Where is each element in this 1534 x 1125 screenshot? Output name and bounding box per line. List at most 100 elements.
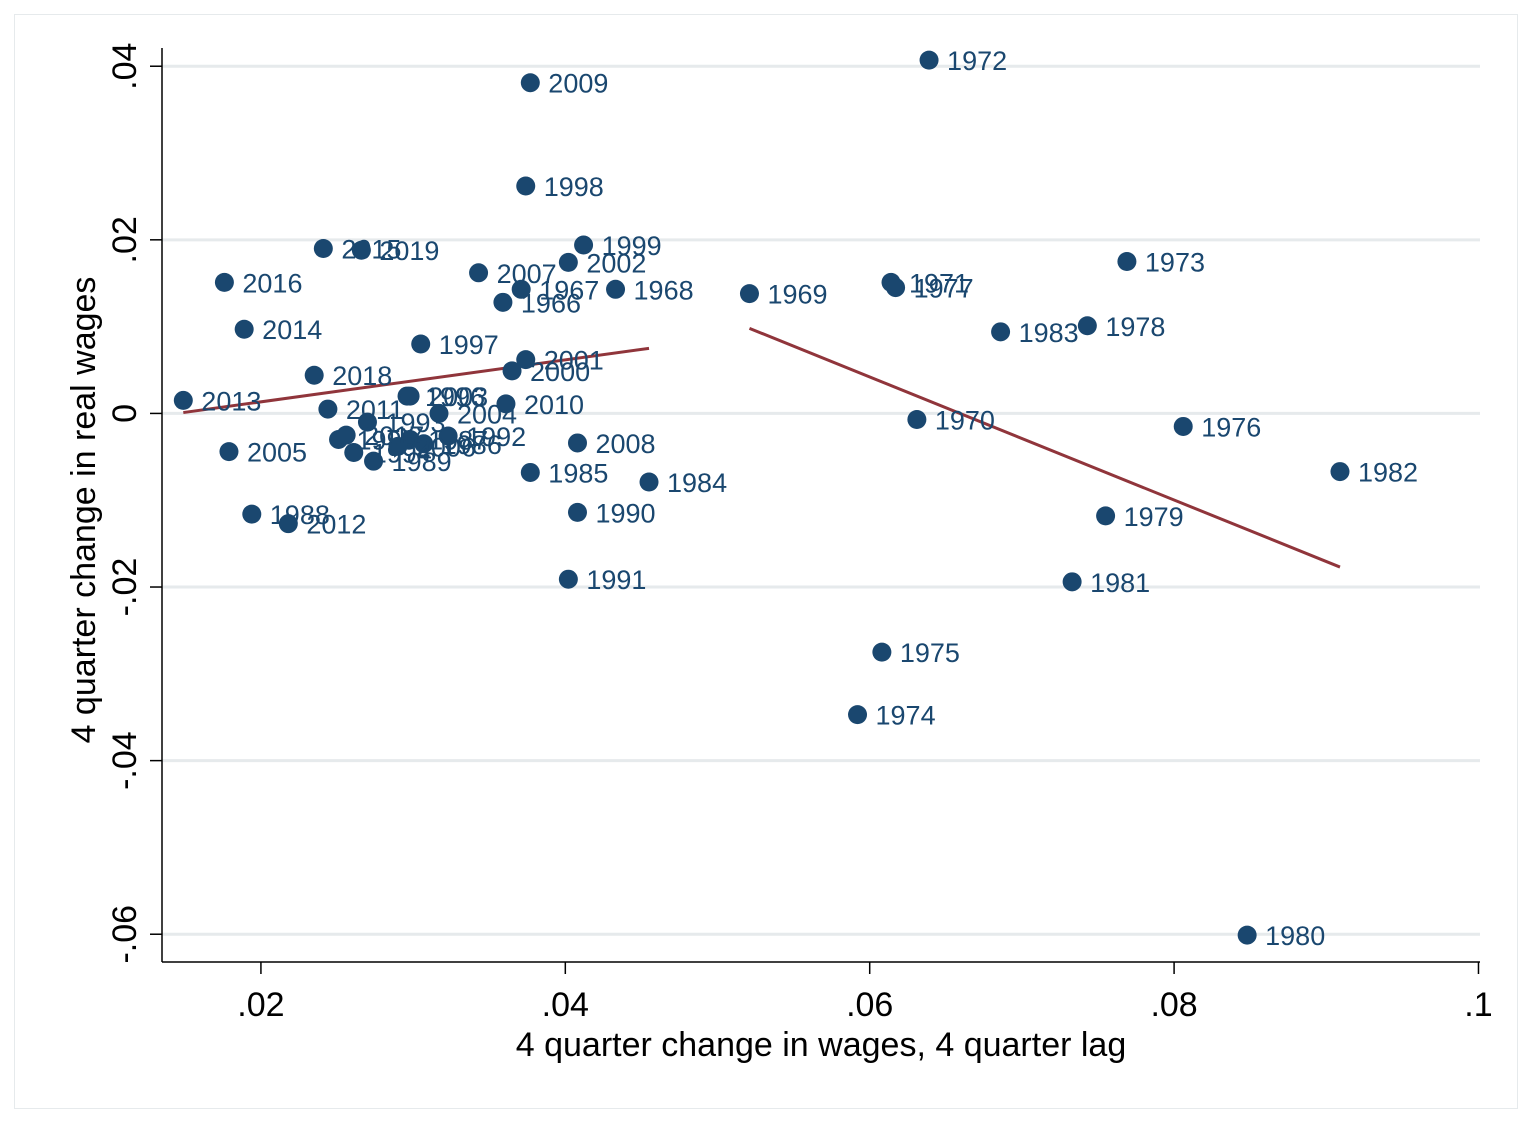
point-label-2002: 2002 (586, 248, 646, 278)
point-label-2009: 2009 (548, 69, 608, 99)
point-1997 (411, 334, 431, 354)
point-label-2007: 2007 (497, 259, 557, 289)
y-tick-label: -.02 (106, 558, 144, 617)
point-label-1971: 1971 (909, 268, 969, 298)
fit-post-line (748, 326, 1341, 569)
point-1966 (493, 292, 513, 312)
point-2015 (313, 239, 333, 259)
x-tick-label: .1 (1464, 986, 1492, 1024)
point-1983 (991, 322, 1011, 342)
point-2017 (336, 425, 356, 445)
point-label-1968: 1968 (634, 275, 694, 305)
point-1982 (1330, 462, 1350, 482)
point-2002 (558, 252, 578, 272)
x-tick-label: .08 (1150, 986, 1197, 1024)
point-label-1990: 1990 (595, 498, 655, 528)
point-label-1973: 1973 (1145, 248, 1205, 278)
axes (161, 48, 1480, 963)
x-axis-title: 4 quarter change in wages, 4 quarter lag (516, 1026, 1127, 1064)
point-1973 (1117, 252, 1137, 272)
point-1994 (344, 442, 364, 462)
point-2010 (496, 394, 516, 414)
y-tick-label: .04 (106, 43, 144, 90)
tick-labels: .04 .02 0 -.02 -.04 -.06 .02 .04 .06 .08 .1 (106, 43, 1493, 1024)
point-label-2014: 2014 (262, 315, 322, 345)
point-2009 (520, 73, 540, 93)
point-label-1981: 1981 (1090, 568, 1150, 598)
point-label-1975: 1975 (900, 638, 960, 668)
point-1970 (907, 410, 927, 430)
point-label-1966: 1966 (521, 288, 581, 318)
point-label-1978: 1978 (1105, 312, 1165, 342)
point-label-1995: 1995 (357, 425, 417, 455)
fit-lines (183, 326, 1341, 569)
chart-frame (14, 14, 1518, 1109)
point-label-2006: 2006 (416, 432, 476, 462)
point-1974 (848, 705, 868, 725)
point-label-1997: 1997 (439, 330, 499, 360)
point-label-1980: 1980 (1265, 921, 1325, 951)
point-2004 (429, 403, 449, 423)
point-2013 (173, 390, 193, 410)
point-label-1982: 1982 (1358, 458, 1418, 488)
point-label-2019: 2019 (379, 236, 439, 266)
point-2001 (516, 350, 536, 370)
y-tick-label: 0 (106, 404, 144, 423)
point-1980 (1237, 925, 1257, 945)
point-label-1983: 1983 (1019, 318, 1079, 348)
point-1967 (511, 279, 531, 299)
point-label-1976: 1976 (1201, 412, 1261, 442)
point-label-1991: 1991 (586, 565, 646, 595)
point-label-1992: 1992 (466, 422, 526, 452)
point-label-1999: 1999 (602, 231, 662, 261)
x-tick-label: .04 (542, 986, 589, 1024)
gridlines (162, 64, 1480, 936)
point-2011 (318, 399, 338, 419)
point-label-2008: 2008 (595, 429, 655, 459)
point-label-1987: 1987 (428, 425, 488, 455)
point-label-2001: 2001 (544, 346, 604, 376)
point-2012 (278, 514, 298, 534)
x-tick-label: .06 (846, 986, 893, 1024)
point-label-2016: 2016 (242, 268, 302, 298)
point-label-2000: 2000 (530, 357, 590, 387)
point-1999 (574, 235, 594, 255)
point-label-1977: 1977 (914, 274, 974, 304)
point-1968 (606, 279, 626, 299)
point-1975 (872, 642, 892, 662)
point-label-2005: 2005 (247, 438, 307, 468)
point-label-1998: 1998 (544, 172, 604, 202)
point-2000 (502, 361, 522, 381)
point-label-1969: 1969 (767, 280, 827, 310)
point-label-2011: 2011 (346, 395, 404, 425)
point-label-1967: 1967 (539, 275, 599, 305)
point-2006 (388, 436, 408, 456)
point-2018 (304, 365, 324, 385)
point-1990 (567, 502, 587, 522)
point-1985 (520, 462, 540, 482)
point-1989 (364, 451, 384, 471)
point-1998 (516, 176, 536, 196)
point-1981 (1062, 572, 1082, 592)
point-label-2018: 2018 (332, 361, 392, 391)
point-1984 (639, 472, 659, 492)
point-label-1970: 1970 (935, 406, 995, 436)
y-tick-label: .02 (106, 216, 144, 263)
point-1991 (558, 569, 578, 589)
point-label-1972: 1972 (947, 46, 1007, 76)
point-label-2013: 2013 (201, 386, 261, 416)
point-1969 (739, 284, 759, 304)
point-label-1974: 1974 (876, 701, 936, 731)
point-2003 (400, 386, 420, 406)
point-1992 (438, 426, 458, 446)
point-2019 (351, 240, 371, 260)
fit-pre-line (183, 346, 650, 415)
point-2016 (214, 272, 234, 292)
point-1976 (1173, 416, 1193, 436)
point-label-1985: 1985 (548, 458, 608, 488)
point-1993 (357, 412, 377, 432)
point-label-2012: 2012 (306, 510, 366, 540)
x-tick-label: .02 (237, 986, 284, 1024)
